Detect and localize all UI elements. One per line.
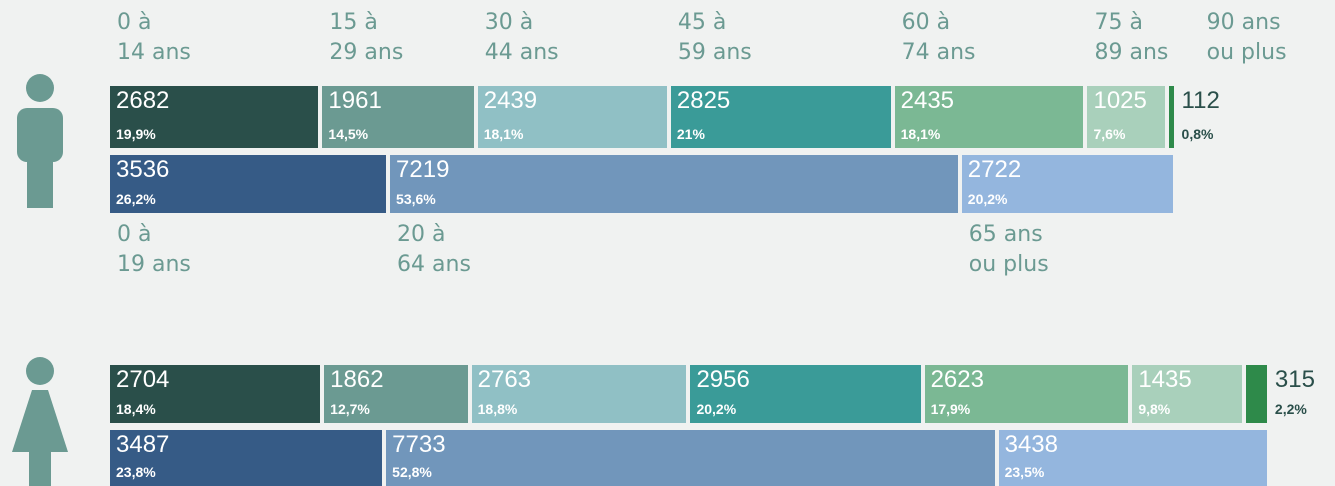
value-label: 3438 bbox=[1004, 431, 1058, 458]
bar-segment bbox=[690, 365, 921, 423]
value-label: 1435 bbox=[1138, 366, 1192, 393]
age-label: 15 à 29 ans bbox=[329, 10, 404, 65]
share-label: 18,1% bbox=[483, 126, 524, 142]
bar-segment bbox=[1087, 86, 1165, 148]
value-label: 1025 bbox=[1093, 87, 1147, 114]
share-label: 18,8% bbox=[477, 401, 518, 417]
age-label: 60 à 74 ans bbox=[901, 10, 976, 65]
age-label: 45 à 59 ans bbox=[677, 10, 752, 65]
bar-segment bbox=[894, 86, 1084, 148]
value-label: 2623 bbox=[930, 366, 984, 393]
value-label: 1862 bbox=[330, 366, 384, 393]
icons bbox=[12, 74, 68, 486]
bar-segment bbox=[110, 86, 319, 148]
value-label: 1961 bbox=[328, 87, 382, 114]
bar-segment bbox=[670, 86, 891, 148]
man-icon bbox=[17, 74, 63, 208]
woman-icon bbox=[12, 357, 68, 486]
value-label: 3536 bbox=[116, 156, 170, 183]
share-label: 18,1% bbox=[900, 126, 941, 142]
share-label: 12,7% bbox=[330, 401, 370, 417]
value-label: 2956 bbox=[696, 366, 750, 393]
value-label: 2825 bbox=[676, 87, 731, 114]
value-label: 2722 bbox=[967, 156, 1022, 183]
age-label: 90 ans ou plus bbox=[1206, 10, 1287, 65]
share-label: 18,4% bbox=[116, 401, 156, 417]
share-label: 0,8% bbox=[1181, 126, 1214, 142]
value-label: 2704 bbox=[116, 366, 170, 393]
share-label: 20,2% bbox=[967, 191, 1008, 207]
age-label: 20 à 64 ans bbox=[397, 222, 471, 277]
value-label: 2439 bbox=[483, 87, 538, 114]
share-label: 19,9% bbox=[116, 126, 156, 142]
value-label: 2435 bbox=[900, 87, 955, 114]
bar-segment bbox=[110, 430, 383, 486]
bar-segment bbox=[924, 365, 1129, 423]
share-label: 9,8% bbox=[1138, 401, 1171, 417]
value-label: 112 bbox=[1181, 87, 1220, 114]
bar-segment bbox=[390, 155, 958, 213]
bar-segment bbox=[1168, 86, 1174, 148]
bar-segment bbox=[471, 365, 687, 423]
age-label: 0 à 14 ans bbox=[117, 10, 191, 65]
age-label: 65 ans ou plus bbox=[968, 222, 1049, 277]
value-label: 7733 bbox=[392, 431, 446, 458]
bar-segment bbox=[324, 365, 468, 423]
share-label: 21% bbox=[676, 126, 705, 142]
age-label: 75 à 89 ans bbox=[1094, 10, 1169, 65]
bar-segment bbox=[110, 365, 321, 423]
value-label: 315 bbox=[1274, 366, 1315, 393]
bar-segment bbox=[322, 86, 474, 148]
bar-segment bbox=[961, 155, 1174, 213]
value-label: 3487 bbox=[116, 431, 170, 458]
value-label: 2682 bbox=[116, 87, 170, 114]
share-label: 7,6% bbox=[1093, 126, 1126, 142]
bar-segment bbox=[1245, 365, 1267, 423]
bar-segment bbox=[110, 155, 387, 213]
share-label: 26,2% bbox=[116, 191, 156, 207]
bar-segment bbox=[998, 430, 1267, 486]
bar-segment bbox=[1132, 365, 1242, 423]
share-label: 20,2% bbox=[696, 401, 737, 417]
share-label: 2,2% bbox=[1274, 401, 1307, 417]
age-label: 30 à 44 ans bbox=[484, 10, 559, 65]
share-label: 23,5% bbox=[1004, 464, 1045, 480]
share-label: 23,8% bbox=[116, 464, 156, 480]
bar-segment bbox=[477, 86, 667, 148]
share-label: 17,9% bbox=[930, 401, 971, 417]
bar-segment bbox=[386, 430, 995, 486]
value-label: 7219 bbox=[396, 156, 450, 183]
share-label: 14,5% bbox=[328, 126, 369, 142]
share-label: 52,8% bbox=[392, 464, 432, 480]
value-label: 2763 bbox=[477, 366, 532, 393]
age-label: 0 à 19 ans bbox=[117, 222, 191, 277]
share-label: 53,6% bbox=[396, 191, 436, 207]
